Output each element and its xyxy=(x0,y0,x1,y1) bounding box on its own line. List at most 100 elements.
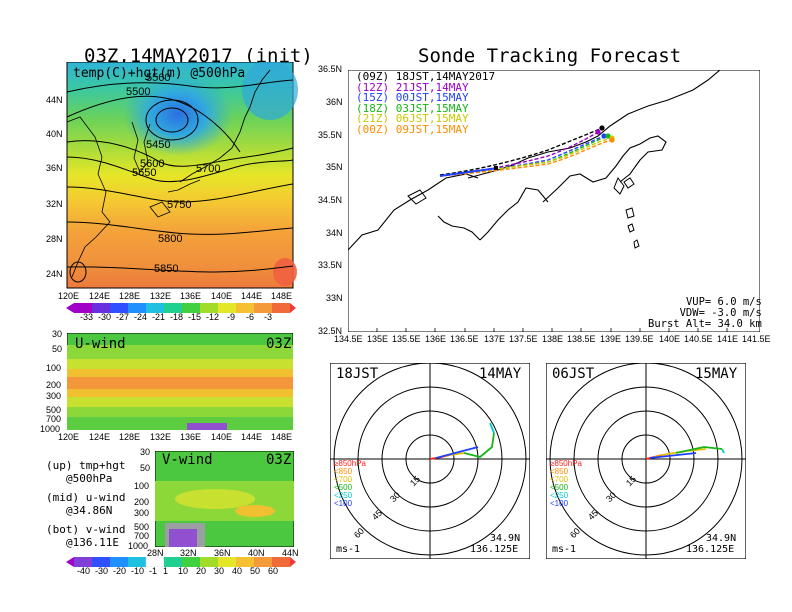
colorbar-label: -6 xyxy=(246,312,255,322)
hodo-left-date: 14MAY xyxy=(479,366,522,382)
lon-label: 132E xyxy=(150,432,172,442)
contour-label: 5560 xyxy=(146,72,171,84)
pressure-label: 1000 xyxy=(128,541,149,551)
lat-label: 32N xyxy=(180,548,197,558)
lon-label: 120E xyxy=(58,432,80,442)
level-item: <100 xyxy=(550,499,569,508)
legend-row: (18Z) 03JST,15MAY xyxy=(356,101,469,115)
lon-label: 135E xyxy=(367,334,389,344)
hodograph-left xyxy=(330,363,530,559)
lat-label: 40N xyxy=(248,548,265,558)
lat-label: 34.5N xyxy=(318,195,343,205)
lat-label: 44N xyxy=(46,95,63,105)
legend-row: (09Z) 18JST,14MAY2017 xyxy=(356,70,496,83)
colorbar-label: -27 xyxy=(116,312,130,322)
lat-label: 35N xyxy=(326,162,343,172)
level-item: <500 xyxy=(334,483,353,492)
colorbar-label: -33 xyxy=(80,312,94,322)
lon-label: 140E xyxy=(211,291,233,301)
lat-label: 36N xyxy=(214,548,231,558)
contour-label: 5650 xyxy=(132,167,157,179)
level-item: <850 xyxy=(334,467,353,476)
colorbar-label: 10 xyxy=(178,566,189,576)
colorbar-label: 60 xyxy=(268,566,279,576)
lon-label: 135.5E xyxy=(392,334,421,344)
legend-row: (21Z) 06JST,15MAY xyxy=(356,112,469,125)
lon-label: 134.5E xyxy=(334,334,363,344)
lon-label: 138E xyxy=(542,334,564,344)
contour-label: 5500 xyxy=(126,86,151,98)
lon-label: 136E xyxy=(180,291,202,301)
tracking-title: Sonde Tracking Forecast xyxy=(418,45,682,67)
contour-label: 5700 xyxy=(196,163,221,175)
contour-label: 5800 xyxy=(158,233,183,245)
hodo-right-date: 15MAY xyxy=(695,366,738,382)
lat-label: 35.5N xyxy=(318,130,343,140)
vdw-value: VDW= -3.0 m/s xyxy=(679,307,762,319)
lon-label: 140.5E xyxy=(684,334,713,344)
lat-label: 36N xyxy=(46,163,63,173)
vup-value: VUP= 6.0 m/s xyxy=(685,296,762,308)
pressure-label: 200 xyxy=(46,380,62,390)
tracking-legend: (09Z) 18JST,14MAY2017 (12Z) 21JST,14MAY … xyxy=(356,70,496,136)
lon-label: 136E xyxy=(425,334,447,344)
lon-label: 148E xyxy=(271,291,293,301)
lat-label: 28N xyxy=(147,548,164,558)
pressure-label: 700 xyxy=(46,414,62,424)
level-item: <100 xyxy=(334,499,353,508)
hodo-right-time: 06JST xyxy=(552,366,595,382)
pressure-level-legend: ≥850hPa <850 <700 <500 <250 <100 xyxy=(334,460,366,508)
lon-label: 128E xyxy=(119,291,141,301)
hodo-left-time: 18JST xyxy=(336,366,379,382)
note-up-2: @500hPa xyxy=(66,472,113,485)
pressure-label: 100 xyxy=(134,481,150,491)
pressure-label: 500 xyxy=(134,522,150,532)
colorbar-label: -30 xyxy=(95,566,109,576)
lon-label: 120E xyxy=(58,291,80,301)
note-up-1: (up) tmp+hgt xyxy=(46,459,126,472)
note-bot-1: (bot) v-wind xyxy=(46,523,126,536)
lon-label: 136.5E xyxy=(450,334,479,344)
tracking-map xyxy=(348,70,760,332)
colorbar-label: -40 xyxy=(77,566,91,576)
pressure-level-legend: ≥850hPa <850 <700 <500 <250 <100 xyxy=(550,460,582,508)
colorbar-label: 20 xyxy=(196,566,207,576)
pressure-label: 100 xyxy=(46,363,62,373)
lon-label: 144E xyxy=(241,291,263,301)
note-mid-1: (mid) u-wind xyxy=(46,491,126,504)
hodo-right-lon: 136.125E xyxy=(686,544,735,555)
contour-label: 5750 xyxy=(167,199,192,211)
hodo-right-lat: 34.9N xyxy=(706,533,737,544)
pressure-label: 30 xyxy=(52,329,63,339)
lat-label: 36.5N xyxy=(318,64,343,74)
level-item: <850 xyxy=(550,467,569,476)
note-bot-2: @136.11E xyxy=(66,536,119,549)
colorbar-label: -1 xyxy=(149,566,158,576)
legend-row: (12Z) 21JST,14MAY xyxy=(356,80,469,94)
colorbar-label: -10 xyxy=(131,566,145,576)
pressure-label: 700 xyxy=(134,531,150,541)
colorbar-label: 1 xyxy=(163,566,169,576)
pressure-label: 50 xyxy=(52,344,63,354)
v-wind-panel xyxy=(155,451,294,547)
colorbar-label: 40 xyxy=(232,566,243,576)
colorbar-label: -24 xyxy=(134,312,148,322)
legend-row: (00Z) 09JST,15MAY xyxy=(356,122,469,136)
pressure-label: 200 xyxy=(134,497,150,507)
level-item: <250 xyxy=(334,491,353,500)
burst-value: Burst Alt= 34.0 km xyxy=(648,318,762,330)
u-wind-label: U-wind xyxy=(75,336,126,352)
colorbar-label: 30 xyxy=(214,566,225,576)
lon-label: 132E xyxy=(150,291,172,301)
level-item: <500 xyxy=(550,483,569,492)
legend-row: (15Z) 00JST,15MAY xyxy=(356,91,469,104)
lat-label: 28N xyxy=(46,234,63,244)
level-item: <700 xyxy=(334,475,353,484)
lat-label: 44N xyxy=(282,548,299,558)
level-item: <250 xyxy=(550,491,569,500)
lat-label: 36N xyxy=(326,97,343,107)
colorbar-label: -3 xyxy=(264,312,273,322)
hodo-left-unit: ms-1 xyxy=(336,544,361,555)
lat-label: 33.5N xyxy=(318,260,343,270)
colorbar-label: 50 xyxy=(250,566,261,576)
